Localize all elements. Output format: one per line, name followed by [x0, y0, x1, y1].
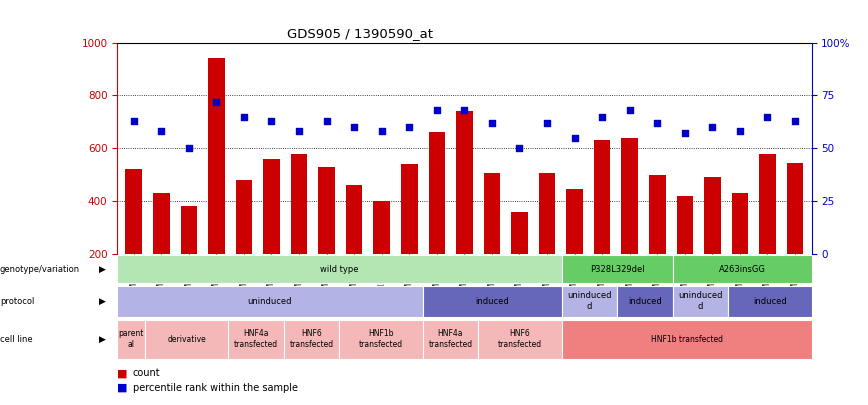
- Text: parent
al: parent al: [118, 330, 144, 349]
- Text: HNF1b
transfected: HNF1b transfected: [359, 330, 403, 349]
- Text: uninduced
d: uninduced d: [567, 292, 612, 311]
- Text: genotype/variation: genotype/variation: [0, 264, 80, 274]
- Point: [265, 117, 279, 124]
- Text: P328L329del: P328L329del: [590, 264, 644, 274]
- Text: ▶: ▶: [99, 335, 106, 344]
- Bar: [319, 167, 335, 254]
- Text: derivative: derivative: [168, 335, 206, 344]
- Point: [403, 124, 417, 130]
- Bar: [373, 201, 390, 254]
- FancyBboxPatch shape: [423, 286, 562, 317]
- Text: protocol: protocol: [0, 296, 35, 306]
- Text: HNF6
transfected: HNF6 transfected: [290, 330, 333, 349]
- Bar: [704, 177, 720, 254]
- Bar: [181, 207, 197, 254]
- FancyBboxPatch shape: [617, 286, 673, 317]
- Text: ▶: ▶: [99, 264, 106, 274]
- Bar: [456, 111, 473, 254]
- Point: [650, 119, 664, 126]
- Text: ■: ■: [117, 383, 128, 393]
- Point: [237, 113, 251, 120]
- Text: cell line: cell line: [0, 335, 33, 344]
- Point: [760, 113, 774, 120]
- Bar: [732, 193, 748, 254]
- Point: [540, 119, 554, 126]
- Bar: [676, 196, 693, 254]
- Text: induced: induced: [628, 296, 661, 306]
- Text: HNF1b transfected: HNF1b transfected: [651, 335, 722, 344]
- Bar: [483, 173, 500, 254]
- Text: HNF6
transfected: HNF6 transfected: [498, 330, 542, 349]
- Bar: [236, 180, 253, 254]
- FancyBboxPatch shape: [673, 286, 728, 317]
- Point: [430, 107, 444, 113]
- Point: [457, 107, 471, 113]
- FancyBboxPatch shape: [339, 320, 423, 359]
- FancyBboxPatch shape: [562, 255, 673, 283]
- Point: [706, 124, 720, 130]
- Point: [209, 98, 223, 105]
- Point: [512, 145, 526, 151]
- Text: HNF4a
transfected: HNF4a transfected: [429, 330, 472, 349]
- Text: A263insGG: A263insGG: [719, 264, 766, 274]
- Bar: [153, 193, 169, 254]
- Text: ■: ■: [117, 368, 128, 378]
- Bar: [649, 175, 666, 254]
- FancyBboxPatch shape: [117, 255, 562, 283]
- Text: uninduced
d: uninduced d: [678, 292, 723, 311]
- Point: [155, 128, 168, 134]
- Bar: [594, 140, 610, 254]
- Text: uninduced: uninduced: [247, 296, 293, 306]
- Text: percentile rank within the sample: percentile rank within the sample: [133, 383, 298, 393]
- Text: induced: induced: [753, 296, 786, 306]
- Point: [485, 119, 499, 126]
- Bar: [511, 212, 528, 254]
- Point: [293, 128, 306, 134]
- FancyBboxPatch shape: [728, 286, 812, 317]
- Bar: [566, 189, 583, 254]
- Bar: [208, 58, 225, 254]
- Text: HNF4a
transfected: HNF4a transfected: [234, 330, 278, 349]
- Title: GDS905 / 1390590_at: GDS905 / 1390590_at: [287, 27, 433, 40]
- Point: [788, 117, 802, 124]
- Point: [568, 134, 582, 141]
- Point: [127, 117, 141, 124]
- FancyBboxPatch shape: [478, 320, 562, 359]
- FancyBboxPatch shape: [228, 320, 284, 359]
- Text: count: count: [133, 368, 161, 378]
- FancyBboxPatch shape: [673, 255, 812, 283]
- Bar: [401, 164, 418, 254]
- FancyBboxPatch shape: [562, 320, 812, 359]
- Bar: [291, 153, 307, 254]
- Text: ▶: ▶: [99, 296, 106, 306]
- Point: [678, 130, 692, 136]
- FancyBboxPatch shape: [145, 320, 228, 359]
- Bar: [429, 132, 445, 254]
- FancyBboxPatch shape: [117, 286, 423, 317]
- Bar: [126, 169, 142, 254]
- Point: [733, 128, 746, 134]
- Point: [595, 113, 609, 120]
- Point: [622, 107, 636, 113]
- Bar: [621, 138, 638, 254]
- Point: [182, 145, 196, 151]
- Bar: [760, 153, 776, 254]
- Bar: [539, 173, 556, 254]
- Text: induced: induced: [476, 296, 509, 306]
- Text: wild type: wild type: [320, 264, 358, 274]
- FancyBboxPatch shape: [423, 320, 478, 359]
- Bar: [345, 185, 363, 254]
- Bar: [786, 163, 803, 254]
- FancyBboxPatch shape: [284, 320, 339, 359]
- Point: [347, 124, 361, 130]
- Bar: [263, 159, 279, 254]
- FancyBboxPatch shape: [562, 286, 617, 317]
- Point: [375, 128, 389, 134]
- Point: [319, 117, 333, 124]
- FancyBboxPatch shape: [117, 320, 145, 359]
